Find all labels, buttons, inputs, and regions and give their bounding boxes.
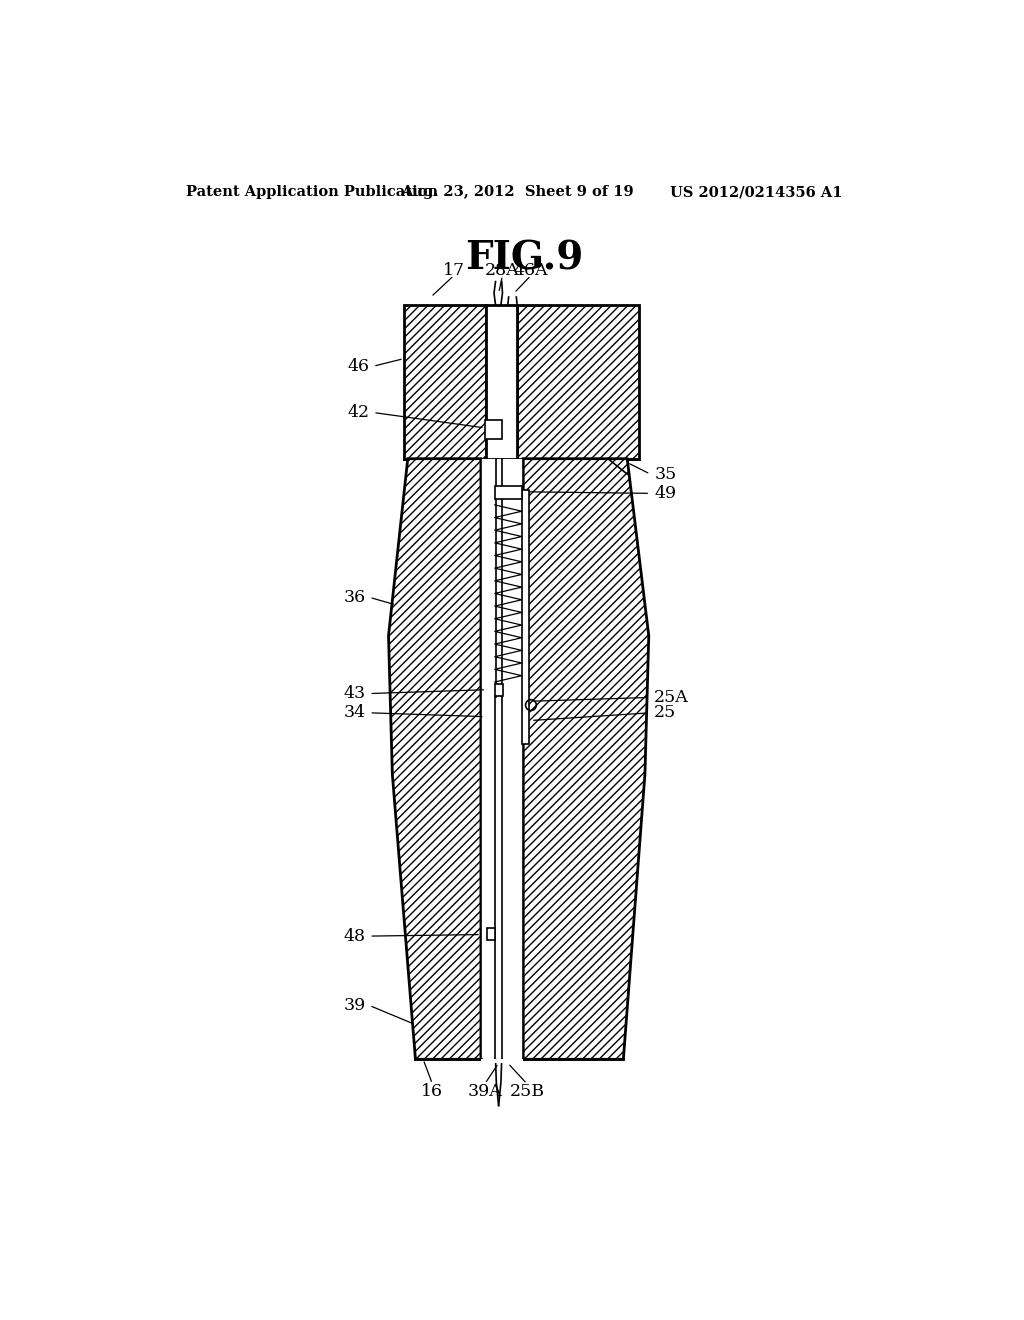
Polygon shape: [517, 305, 639, 459]
Text: 16: 16: [422, 1084, 443, 1100]
Polygon shape: [495, 486, 522, 499]
Text: 46A: 46A: [514, 261, 548, 279]
Polygon shape: [523, 459, 649, 1059]
Text: 28A: 28A: [485, 261, 520, 279]
Text: Aug. 23, 2012  Sheet 9 of 19: Aug. 23, 2012 Sheet 9 of 19: [401, 185, 634, 199]
Text: 49: 49: [654, 484, 676, 502]
Polygon shape: [486, 305, 517, 459]
Text: 48: 48: [343, 928, 366, 945]
Polygon shape: [403, 305, 486, 459]
Text: 39: 39: [343, 997, 366, 1014]
Text: 39A: 39A: [467, 1084, 502, 1100]
Text: 43: 43: [343, 685, 366, 702]
Polygon shape: [481, 459, 523, 1059]
Polygon shape: [521, 490, 529, 743]
Text: 25A: 25A: [654, 689, 689, 706]
Text: 35: 35: [654, 466, 677, 483]
Text: 25: 25: [654, 705, 677, 721]
Polygon shape: [487, 928, 495, 940]
Polygon shape: [388, 459, 481, 1059]
Polygon shape: [484, 420, 503, 440]
Text: US 2012/0214356 A1: US 2012/0214356 A1: [670, 185, 842, 199]
Text: Patent Application Publication: Patent Application Publication: [186, 185, 438, 199]
Text: 46: 46: [347, 358, 370, 375]
Text: 42: 42: [347, 404, 370, 421]
Text: 36: 36: [343, 589, 366, 606]
Polygon shape: [481, 1059, 523, 1063]
Polygon shape: [495, 684, 503, 696]
Text: 25B: 25B: [510, 1084, 545, 1100]
Text: 17: 17: [443, 261, 465, 279]
Text: 34: 34: [343, 705, 366, 721]
Text: FIG.9: FIG.9: [466, 239, 584, 277]
